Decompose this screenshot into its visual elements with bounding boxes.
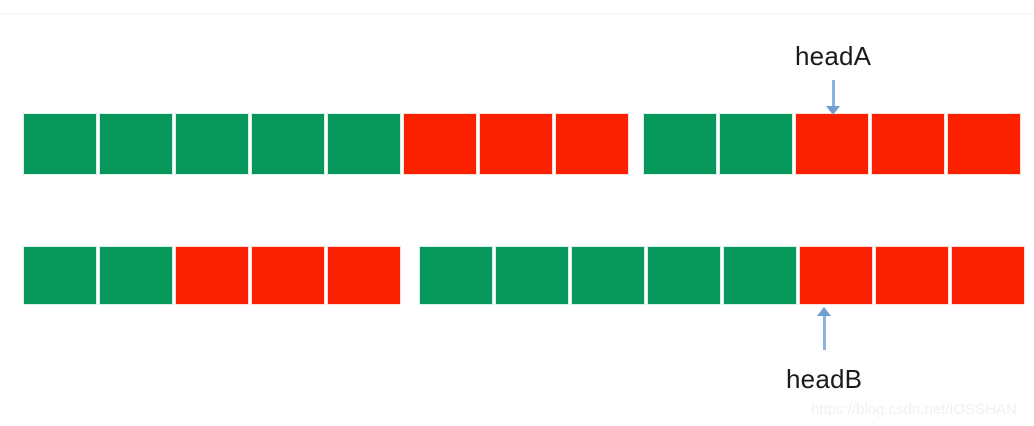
arrow-shaft xyxy=(823,316,826,350)
list-node xyxy=(327,246,401,305)
list-node xyxy=(555,113,629,175)
list-node xyxy=(947,113,1021,175)
list-node xyxy=(175,113,249,175)
list-segment xyxy=(23,113,629,175)
arrow-head xyxy=(817,307,831,316)
list-node xyxy=(643,113,717,175)
pointer-arrow-down-icon xyxy=(824,80,842,124)
list-node xyxy=(723,246,797,305)
watermark: https://blog.csdn.net/IOSSHAN xyxy=(811,401,1017,418)
list-node xyxy=(479,113,553,175)
list-node xyxy=(647,246,721,305)
arrow-head xyxy=(826,106,840,115)
list-node xyxy=(99,113,173,175)
list-node xyxy=(951,246,1025,305)
list-node xyxy=(327,113,401,175)
list-node xyxy=(175,246,249,305)
list-node xyxy=(23,113,97,175)
list-node xyxy=(251,113,325,175)
arrow-shaft xyxy=(832,80,835,108)
list-segment xyxy=(643,113,1021,175)
list-node xyxy=(495,246,569,305)
list-node xyxy=(251,246,325,305)
list-segment xyxy=(419,246,1025,305)
pointer-arrow-up-icon xyxy=(815,307,833,351)
list-node xyxy=(419,246,493,305)
pointer-label-head-b: headB xyxy=(786,364,863,394)
list-node xyxy=(795,113,869,175)
list-node xyxy=(23,246,97,305)
top-hairline xyxy=(0,13,1034,14)
list-node xyxy=(799,246,873,305)
list-node xyxy=(99,246,173,305)
list-node xyxy=(871,113,945,175)
list-node xyxy=(875,246,949,305)
list-node xyxy=(571,246,645,305)
list-node xyxy=(719,113,793,175)
list-node xyxy=(403,113,477,175)
pointer-label-head-a: headA xyxy=(795,41,872,71)
list-segment xyxy=(23,246,401,305)
